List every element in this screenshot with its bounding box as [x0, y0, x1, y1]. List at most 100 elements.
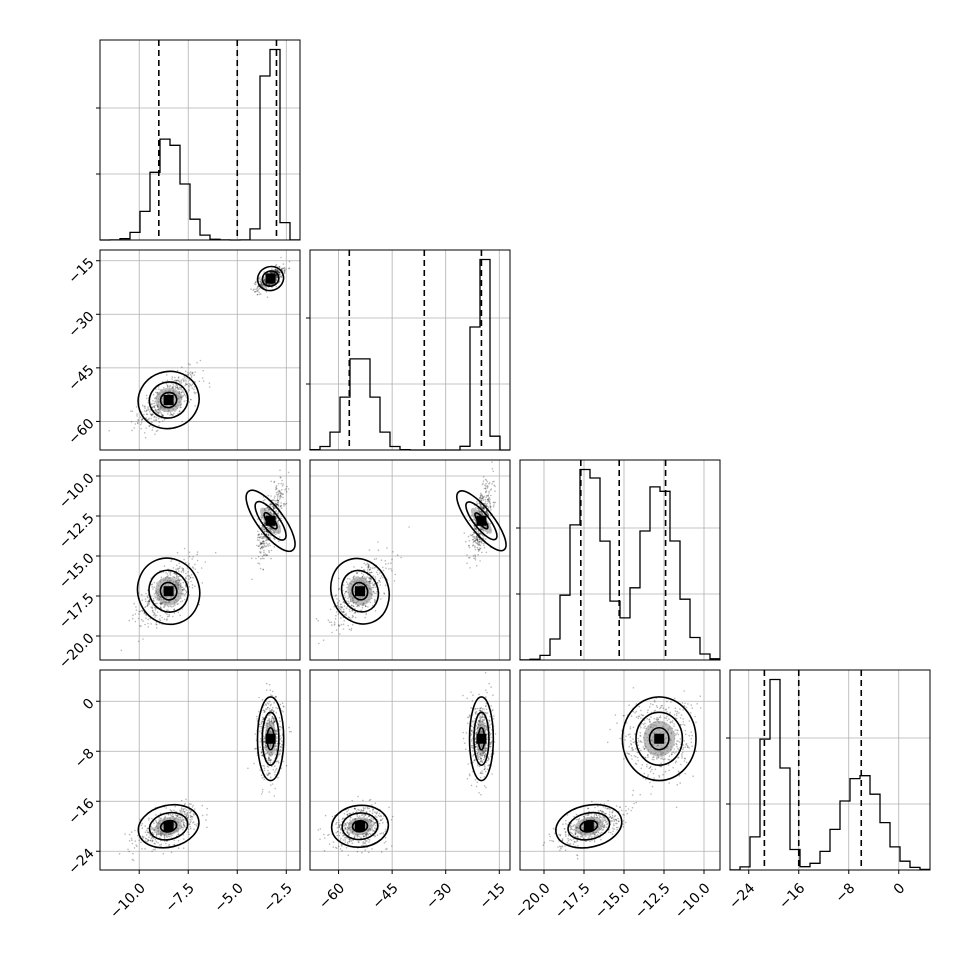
sample-point	[347, 597, 349, 600]
sample-point	[338, 819, 340, 821]
sample-point	[272, 769, 275, 771]
sample-point	[276, 279, 279, 281]
sample-point	[374, 599, 377, 602]
sample-point	[147, 832, 150, 834]
sample-point	[471, 750, 474, 752]
sample-point	[153, 827, 155, 829]
sample-point	[377, 569, 379, 571]
sample-point	[483, 508, 486, 510]
sample-point	[468, 557, 470, 559]
sample-point	[153, 402, 156, 405]
sample-point	[275, 263, 278, 266]
sample-point	[271, 708, 274, 711]
sample-point	[485, 511, 487, 513]
sample-point	[358, 815, 361, 817]
sample-point	[482, 506, 485, 509]
sample-point	[374, 835, 377, 837]
sample-point	[391, 570, 393, 572]
sample-point	[138, 613, 140, 615]
sample-point	[176, 379, 178, 382]
sample-point	[187, 828, 190, 831]
sample-point	[275, 712, 278, 714]
sample-point	[187, 374, 189, 376]
sample-point	[267, 543, 269, 546]
sample-point	[375, 571, 378, 574]
sample-point	[352, 605, 355, 608]
sample-point	[344, 596, 346, 599]
sample-point	[270, 549, 273, 552]
sample-point	[479, 534, 481, 536]
sample-point	[274, 787, 277, 790]
sample-point	[390, 819, 393, 821]
sample-point	[350, 840, 353, 842]
sample-point	[487, 759, 489, 762]
sample-point	[368, 839, 371, 841]
sample-point	[143, 410, 146, 412]
sample-point	[351, 842, 354, 845]
sample-point	[183, 838, 185, 840]
sample-point	[153, 405, 155, 408]
sample-point	[474, 528, 477, 530]
sample-point	[283, 270, 286, 273]
sample-point	[260, 793, 263, 795]
sample-point	[145, 605, 147, 608]
sample-point	[131, 858, 134, 861]
sample-point	[134, 613, 137, 615]
sample-point	[190, 376, 193, 379]
sample-point	[158, 412, 160, 414]
sample-point	[128, 850, 130, 853]
sample-point	[375, 586, 377, 588]
sample-point	[346, 841, 349, 844]
sample-point	[270, 271, 273, 274]
sample-point	[283, 266, 286, 269]
sample-point	[482, 496, 485, 499]
sample-point	[181, 600, 184, 602]
sample-point	[267, 545, 270, 547]
sample-point	[197, 571, 199, 574]
sample-point	[277, 503, 279, 506]
sample-point	[178, 388, 180, 391]
sample-point	[179, 809, 181, 812]
sample-point	[151, 413, 154, 416]
sample-point	[147, 408, 149, 410]
sample-point	[260, 282, 263, 285]
sample-point	[171, 414, 174, 416]
sample-point	[176, 369, 179, 372]
sample-point	[489, 506, 492, 508]
sample-point	[366, 568, 369, 571]
sample-point	[262, 568, 264, 571]
sample-point	[268, 791, 271, 793]
sample-point	[277, 482, 280, 485]
sample-point	[151, 583, 154, 586]
sample-point	[283, 268, 286, 270]
sample-point	[338, 824, 341, 827]
sample-point	[177, 388, 180, 390]
sample-point	[261, 547, 264, 550]
sample-point	[192, 576, 194, 579]
sample-point	[151, 429, 154, 431]
sample-point	[408, 526, 410, 528]
sample-point	[260, 723, 263, 725]
contour-1	[159, 581, 178, 601]
sample-point	[170, 413, 173, 416]
sample-point	[175, 384, 178, 387]
sample-point	[479, 547, 481, 549]
sample-point	[341, 611, 344, 614]
sample-point	[379, 572, 381, 574]
sample-point	[187, 815, 190, 817]
sample-point	[382, 566, 384, 569]
sample-point	[363, 562, 366, 565]
sample-point	[146, 601, 149, 603]
sample-point	[181, 567, 183, 569]
sample-point	[287, 488, 290, 490]
sample-point	[178, 580, 181, 582]
sample-point	[345, 607, 348, 609]
sample-point	[259, 536, 261, 539]
sample-point	[347, 578, 349, 580]
sample-point	[178, 380, 180, 383]
sample-point	[140, 824, 143, 827]
sample-point	[372, 830, 374, 832]
sample-point	[159, 817, 162, 820]
sample-point	[487, 757, 490, 760]
sample-point	[192, 804, 194, 807]
